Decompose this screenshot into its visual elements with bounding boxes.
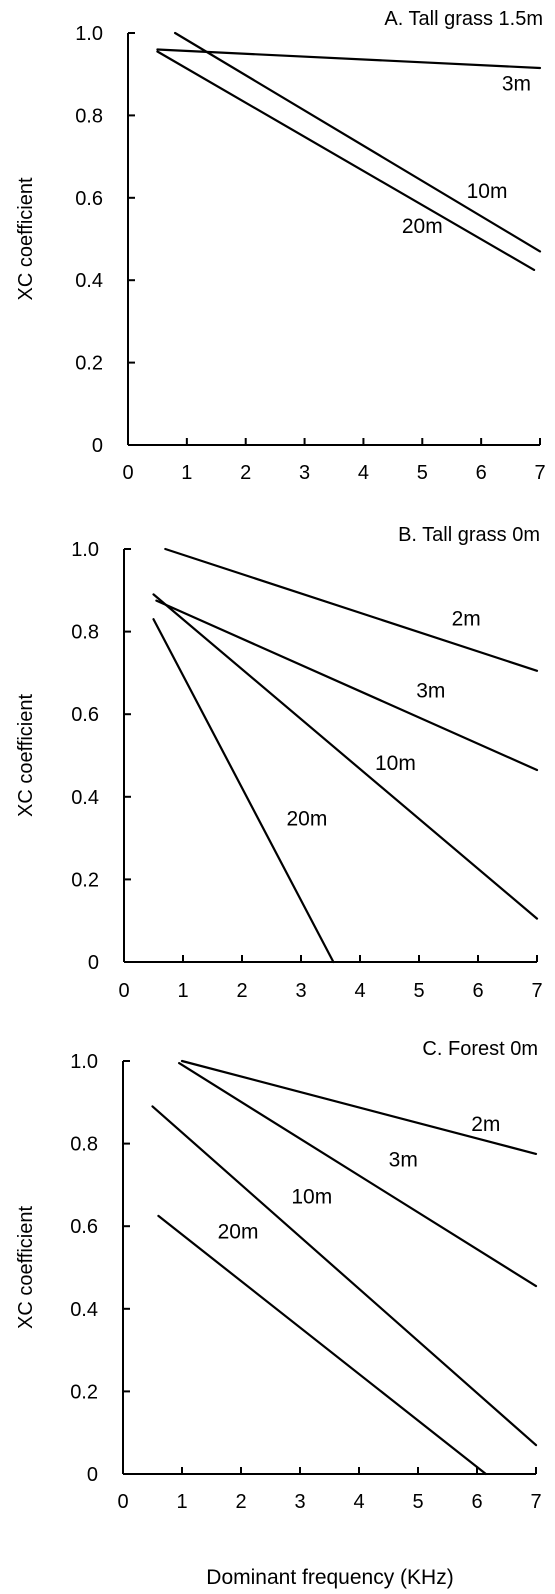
y-tick-label-c: 0.8 bbox=[70, 1134, 98, 1156]
series-line-b-2m bbox=[164, 547, 539, 672]
series-line-b-10m bbox=[152, 593, 539, 920]
series-label-b-20m: 20m bbox=[286, 808, 327, 831]
x-tick-label-a: 6 bbox=[476, 462, 487, 484]
y-tick-label-b: 0 bbox=[88, 952, 99, 974]
series-label-a-10m: 10m bbox=[467, 180, 508, 203]
y-tick-label-c: 0.4 bbox=[70, 1299, 98, 1321]
y-tick-label-b: 0.8 bbox=[71, 622, 99, 644]
series-line-a-20m bbox=[156, 50, 536, 271]
x-tick-label-c: 3 bbox=[294, 1491, 305, 1513]
y-tick-label-c: 0 bbox=[87, 1464, 98, 1486]
x-tick-label-b: 6 bbox=[472, 980, 483, 1002]
x-tick-label-b: 7 bbox=[531, 980, 542, 1002]
series-label-b-10m: 10m bbox=[375, 752, 416, 775]
series-line-c-3m bbox=[178, 1061, 538, 1288]
x-tick-label-c: 0 bbox=[117, 1491, 128, 1513]
series-line-a-3m bbox=[156, 48, 542, 70]
x-tick-label-a: 2 bbox=[240, 462, 251, 484]
y-tick-label-c: 0.2 bbox=[70, 1381, 98, 1403]
series-label-c-20m: 20m bbox=[218, 1221, 259, 1244]
series-label-c-2m: 2m bbox=[471, 1113, 500, 1136]
y-tick-label-b: 1.0 bbox=[71, 539, 99, 561]
series-label-c-3m: 3m bbox=[389, 1148, 418, 1171]
x-tick-label-a: 3 bbox=[299, 462, 310, 484]
x-tick-label-b: 5 bbox=[413, 980, 424, 1002]
x-tick-label-c: 2 bbox=[235, 1491, 246, 1513]
series-line-a-10m bbox=[174, 31, 542, 253]
panels-group: 0 0.2 0.4 0.6 0.8 1.0 0 1 2 3 4 5 6 7 XC coefficient A.… bbox=[15, 8, 546, 1513]
x-tick-label-c: 7 bbox=[530, 1491, 541, 1513]
y-tick-label-a: 0.2 bbox=[75, 353, 103, 375]
y-tick-label-b: 0.2 bbox=[71, 869, 99, 891]
series-line-c-2m bbox=[180, 1059, 538, 1156]
x-tick-label-b: 1 bbox=[177, 980, 188, 1002]
panel-title-c: C. Forest 0m bbox=[422, 1038, 538, 1060]
x-tick-label-c: 1 bbox=[176, 1491, 187, 1513]
y-tick-label-b: 0.4 bbox=[71, 787, 99, 809]
series-label-b-2m: 2m bbox=[452, 607, 481, 630]
series-line-b-20m bbox=[152, 618, 335, 964]
series-line-c-20m bbox=[157, 1214, 487, 1476]
figure-x-axis-label: Dominant frequency (KHz) bbox=[206, 1566, 453, 1589]
x-tick-label-a: 1 bbox=[181, 462, 192, 484]
series-line-c-10m bbox=[151, 1105, 538, 1447]
x-tick-label-a: 5 bbox=[417, 462, 428, 484]
y-tick-label-a: 0.8 bbox=[75, 105, 103, 127]
x-tick-label-c: 6 bbox=[471, 1491, 482, 1513]
y-tick-label-a: 0 bbox=[92, 435, 103, 457]
series-label-c-10m: 10m bbox=[291, 1185, 332, 1208]
x-tick-label-a: 7 bbox=[534, 462, 545, 484]
x-tick-label-b: 3 bbox=[295, 980, 306, 1002]
y-axis-label-c: XC coefficient bbox=[15, 1206, 37, 1329]
y-axis-label-b: XC coefficient bbox=[15, 694, 37, 817]
x-tick-label-a: 0 bbox=[122, 462, 133, 484]
series-label-a-3m: 3m bbox=[502, 73, 531, 96]
panel-title-a: A. Tall grass 1.5m bbox=[384, 8, 543, 30]
panel-b: 0 0.2 0.4 0.6 0.8 1.0 0 1 2 3 4 5 6 7 XC coefficient B.… bbox=[15, 524, 543, 1002]
x-tick-label-b: 2 bbox=[236, 980, 247, 1002]
y-tick-label-c: 1.0 bbox=[70, 1051, 98, 1073]
panel-c: 0 0.2 0.4 0.6 0.8 1.0 0 1 2 3 4 5 6 7 XC coefficient C.… bbox=[15, 1038, 542, 1513]
x-tick-label-c: 5 bbox=[412, 1491, 423, 1513]
y-tick-label-a: 1.0 bbox=[75, 23, 103, 45]
y-tick-label-a: 0.6 bbox=[75, 188, 103, 210]
series-label-b-3m: 3m bbox=[416, 680, 445, 703]
y-tick-label-a: 0.4 bbox=[75, 270, 103, 292]
y-axis-label-a: XC coefficient bbox=[15, 177, 37, 300]
series-line-b-3m bbox=[155, 599, 539, 772]
panel-title-b: B. Tall grass 0m bbox=[398, 524, 540, 546]
x-tick-label-c: 4 bbox=[353, 1491, 364, 1513]
y-tick-label-c: 0.6 bbox=[70, 1216, 98, 1238]
x-tick-label-b: 0 bbox=[118, 980, 129, 1002]
x-tick-label-b: 4 bbox=[354, 980, 365, 1002]
panel-a: 0 0.2 0.4 0.6 0.8 1.0 0 1 2 3 4 5 6 7 XC coefficient A.… bbox=[15, 8, 546, 484]
series-label-a-20m: 20m bbox=[402, 215, 443, 238]
x-tick-label-a: 4 bbox=[358, 462, 369, 484]
y-tick-label-b: 0.6 bbox=[71, 704, 99, 726]
